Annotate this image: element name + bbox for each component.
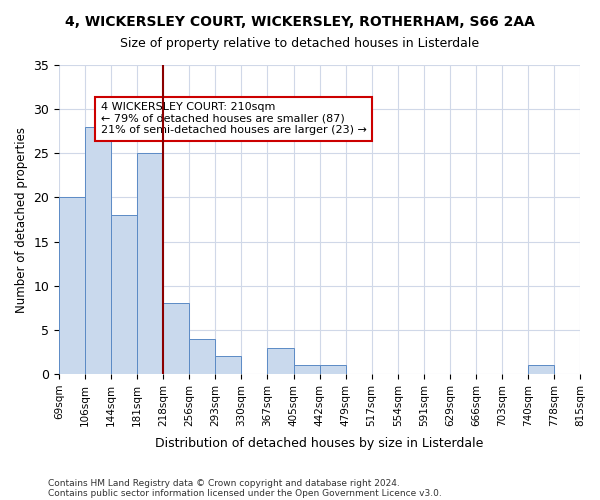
Text: 4, WICKERSLEY COURT, WICKERSLEY, ROTHERHAM, S66 2AA: 4, WICKERSLEY COURT, WICKERSLEY, ROTHERH… bbox=[65, 15, 535, 29]
Bar bbox=[320, 365, 346, 374]
Text: Contains HM Land Registry data © Crown copyright and database right 2024.: Contains HM Land Registry data © Crown c… bbox=[48, 478, 400, 488]
Bar bbox=[268, 348, 293, 374]
Text: 4 WICKERSLEY COURT: 210sqm
← 79% of detached houses are smaller (87)
21% of semi: 4 WICKERSLEY COURT: 210sqm ← 79% of deta… bbox=[101, 102, 367, 136]
Bar bbox=[85, 127, 111, 374]
Bar bbox=[137, 154, 163, 374]
Bar bbox=[215, 356, 241, 374]
Bar bbox=[163, 304, 190, 374]
Bar bbox=[190, 338, 215, 374]
Y-axis label: Number of detached properties: Number of detached properties bbox=[15, 126, 28, 312]
X-axis label: Distribution of detached houses by size in Listerdale: Distribution of detached houses by size … bbox=[155, 437, 484, 450]
Text: Contains public sector information licensed under the Open Government Licence v3: Contains public sector information licen… bbox=[48, 488, 442, 498]
Bar bbox=[59, 198, 85, 374]
Bar bbox=[293, 365, 320, 374]
Bar bbox=[528, 365, 554, 374]
Text: Size of property relative to detached houses in Listerdale: Size of property relative to detached ho… bbox=[121, 38, 479, 51]
Bar bbox=[111, 215, 137, 374]
